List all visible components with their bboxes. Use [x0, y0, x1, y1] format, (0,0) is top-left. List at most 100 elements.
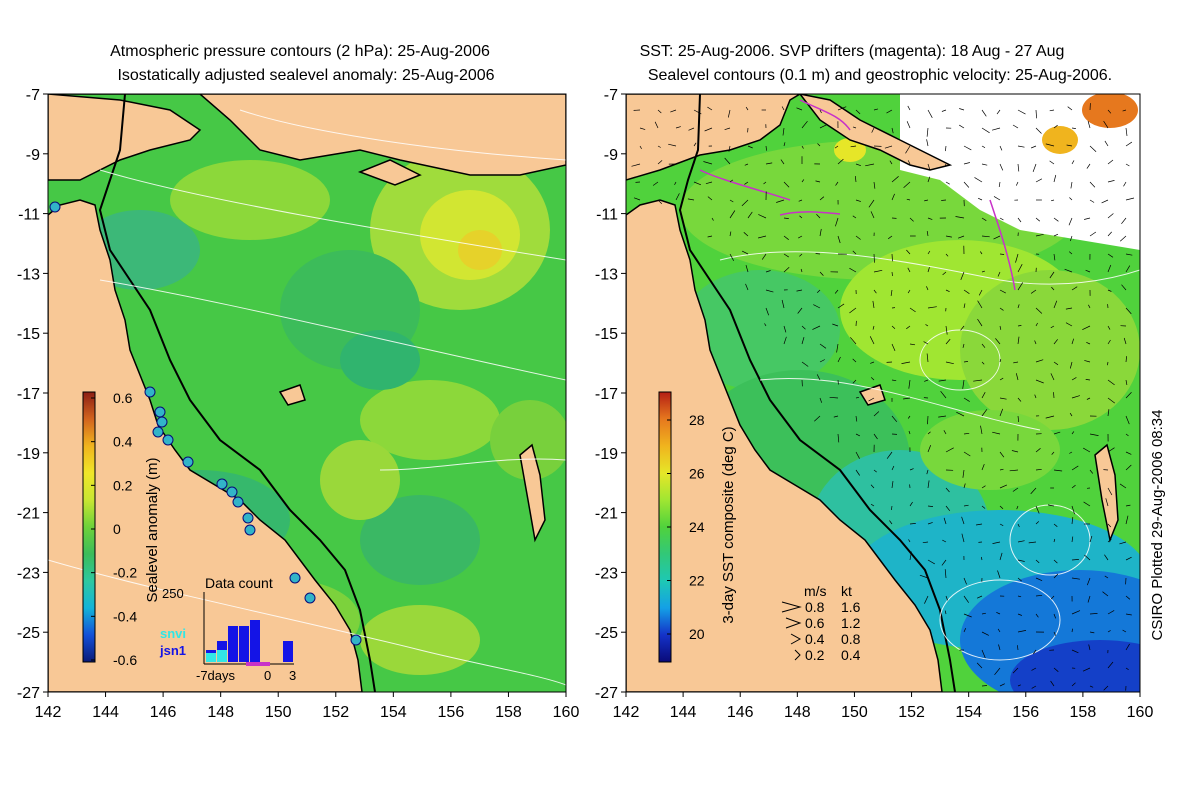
tide-gauge-marker: [153, 427, 163, 437]
data-count-xleft: -7days: [196, 668, 236, 683]
right-axis-xtick-label: 150: [841, 704, 868, 721]
velocity-legend-units: m/s: [804, 583, 827, 599]
left-colorbar-tick-label: 0.6: [113, 390, 133, 406]
right-axis-ytick-label: -21: [595, 506, 618, 523]
velocity-legend-kt-value: 0.4: [841, 647, 861, 663]
left-title-line1: Atmospheric pressure contours (2 hPa): 2…: [110, 43, 490, 60]
velocity-legend-kt-value: 1.6: [841, 599, 861, 615]
tide-gauge-marker: [351, 635, 361, 645]
left-colorbar-tick-label: 0: [113, 521, 121, 537]
right-colorbar-tick-label: 20: [689, 626, 705, 642]
left-axis-xtick-label: 156: [438, 704, 465, 721]
data-count-sat2: jsn1: [159, 643, 186, 658]
tide-gauge-marker: [245, 525, 255, 535]
right-axis-ytick-label: -17: [595, 386, 618, 403]
right-axis-xtick-label: 142: [613, 704, 640, 721]
data-count-bar-jsn1: [239, 626, 249, 662]
velocity-legend-ms: 0.2: [805, 647, 825, 663]
right-axis-xtick-label: 148: [784, 704, 811, 721]
right-axis-ytick-label: -9: [604, 147, 618, 164]
data-count-bar-jsn1: [283, 641, 293, 662]
right-colorbar-label: 3-day SST composite (deg C): [720, 426, 737, 623]
left-axis-xtick-label: 160: [553, 704, 580, 721]
right-map: [626, 92, 1200, 720]
left-axis-xtick-label: 144: [92, 704, 119, 721]
velocity-legend-kt-value: 0.8: [841, 631, 861, 647]
tide-gauge-marker: [155, 407, 165, 417]
tide-gauge-marker: [50, 202, 60, 212]
tide-gauge-marker: [163, 435, 173, 445]
left-axis-xtick-label: 148: [207, 704, 234, 721]
left-axis-xtick-label: 154: [380, 704, 407, 721]
left-axis-xtick-label: 142: [35, 704, 62, 721]
tide-gauge-marker: [233, 497, 243, 507]
left-colorbar-tick-label: -0.2: [113, 565, 137, 581]
right-axis-ytick-label: -23: [595, 565, 618, 582]
left-colorbar-label: Sealevel anomaly (m): [144, 457, 161, 602]
data-count-bar-jsn1: [228, 626, 238, 662]
data-count-bar-snvi: [217, 650, 227, 662]
left-axis-ytick-label: -9: [26, 147, 40, 164]
left-axis-xtick-label: 146: [150, 704, 177, 721]
right-axis-ytick-label: -11: [596, 207, 618, 224]
tide-gauge-marker: [290, 573, 300, 583]
left-axis-xtick-label: 158: [495, 704, 522, 721]
right-axis-xtick-label: 144: [670, 704, 697, 721]
left-axis-ytick-label: -25: [17, 625, 40, 642]
right-colorbar-tick-label: 24: [689, 519, 705, 535]
right-axis-ytick-label: -7: [604, 87, 618, 104]
left-axis-ytick-label: -27: [17, 685, 40, 702]
tide-gauge-marker: [243, 513, 253, 523]
left-axis-ytick-label: -21: [17, 506, 40, 523]
right-colorbar-tick-label: 22: [689, 573, 705, 589]
left-axis-xtick-label: 152: [322, 704, 349, 721]
right-axis-ytick-label: -25: [595, 625, 618, 642]
right-axis-xtick-label: 146: [727, 704, 754, 721]
data-count-sat1: snvi: [160, 626, 186, 641]
right-axis-xtick-label: 152: [898, 704, 925, 721]
left-axis-ytick-label: -11: [18, 207, 40, 224]
left-axis-ytick-label: -7: [26, 87, 40, 104]
left-colorbar-tick-label: -0.6: [113, 652, 137, 668]
velocity-legend-ms: 0.6: [805, 615, 825, 631]
right-axis-xtick-label: 158: [1070, 704, 1097, 721]
left-axis-ytick-label: -23: [17, 565, 40, 582]
left-axis-ytick-label: -13: [17, 266, 40, 283]
left-axis-ytick-label: -15: [17, 326, 40, 343]
tide-gauge-marker: [145, 387, 155, 397]
data-count-window-bar: [246, 662, 270, 666]
data-count-ymax: 250: [162, 586, 184, 601]
credit-text: CSIRO Plotted 29-Aug-2006 08:34: [1149, 410, 1166, 641]
left-colorbar-tick-label: 0.4: [113, 434, 133, 450]
right-axis-xtick-label: 154: [955, 704, 982, 721]
right-axis-ytick-label: -27: [595, 685, 618, 702]
tide-gauge-marker: [183, 457, 193, 467]
right-axis-xtick-label: 160: [1127, 704, 1154, 721]
left-axis-xtick-label: 150: [265, 704, 292, 721]
right-axis-ytick-label: -15: [595, 326, 618, 343]
data-count-xmid: 0: [264, 668, 271, 683]
right-colorbar-tick-label: 28: [689, 412, 705, 428]
right-title-line1: SST: 25-Aug-2006. SVP drifters (magenta)…: [640, 43, 1065, 60]
velocity-legend-kt: kt: [841, 583, 852, 599]
left-axis-ytick-label: -19: [17, 446, 40, 463]
tide-gauge-marker: [217, 479, 227, 489]
right-colorbar-tick-label: 26: [689, 466, 705, 482]
data-count-title: Data count: [205, 575, 273, 591]
right-axis-xtick-label: 156: [1012, 704, 1039, 721]
left-axis-ytick-label: -17: [17, 386, 40, 403]
left-colorbar-ramp: [83, 392, 95, 662]
left-colorbar-tick-label: -0.4: [113, 608, 137, 624]
tide-gauge-marker: [157, 417, 167, 427]
velocity-legend-ms: 0.8: [805, 599, 825, 615]
right-title-line2: Sealevel contours (0.1 m) and geostrophi…: [648, 67, 1112, 84]
right-axis-ytick-label: -19: [595, 446, 618, 463]
left-colorbar-tick-label: 0.2: [113, 477, 133, 493]
right-axis-ytick-label: -13: [595, 266, 618, 283]
data-count-xright: 3: [289, 668, 296, 683]
data-count-bar-snvi: [206, 653, 216, 662]
velocity-legend-ms: 0.4: [805, 631, 825, 647]
tide-gauge-marker: [227, 487, 237, 497]
data-count-bar-jsn1: [250, 620, 260, 662]
